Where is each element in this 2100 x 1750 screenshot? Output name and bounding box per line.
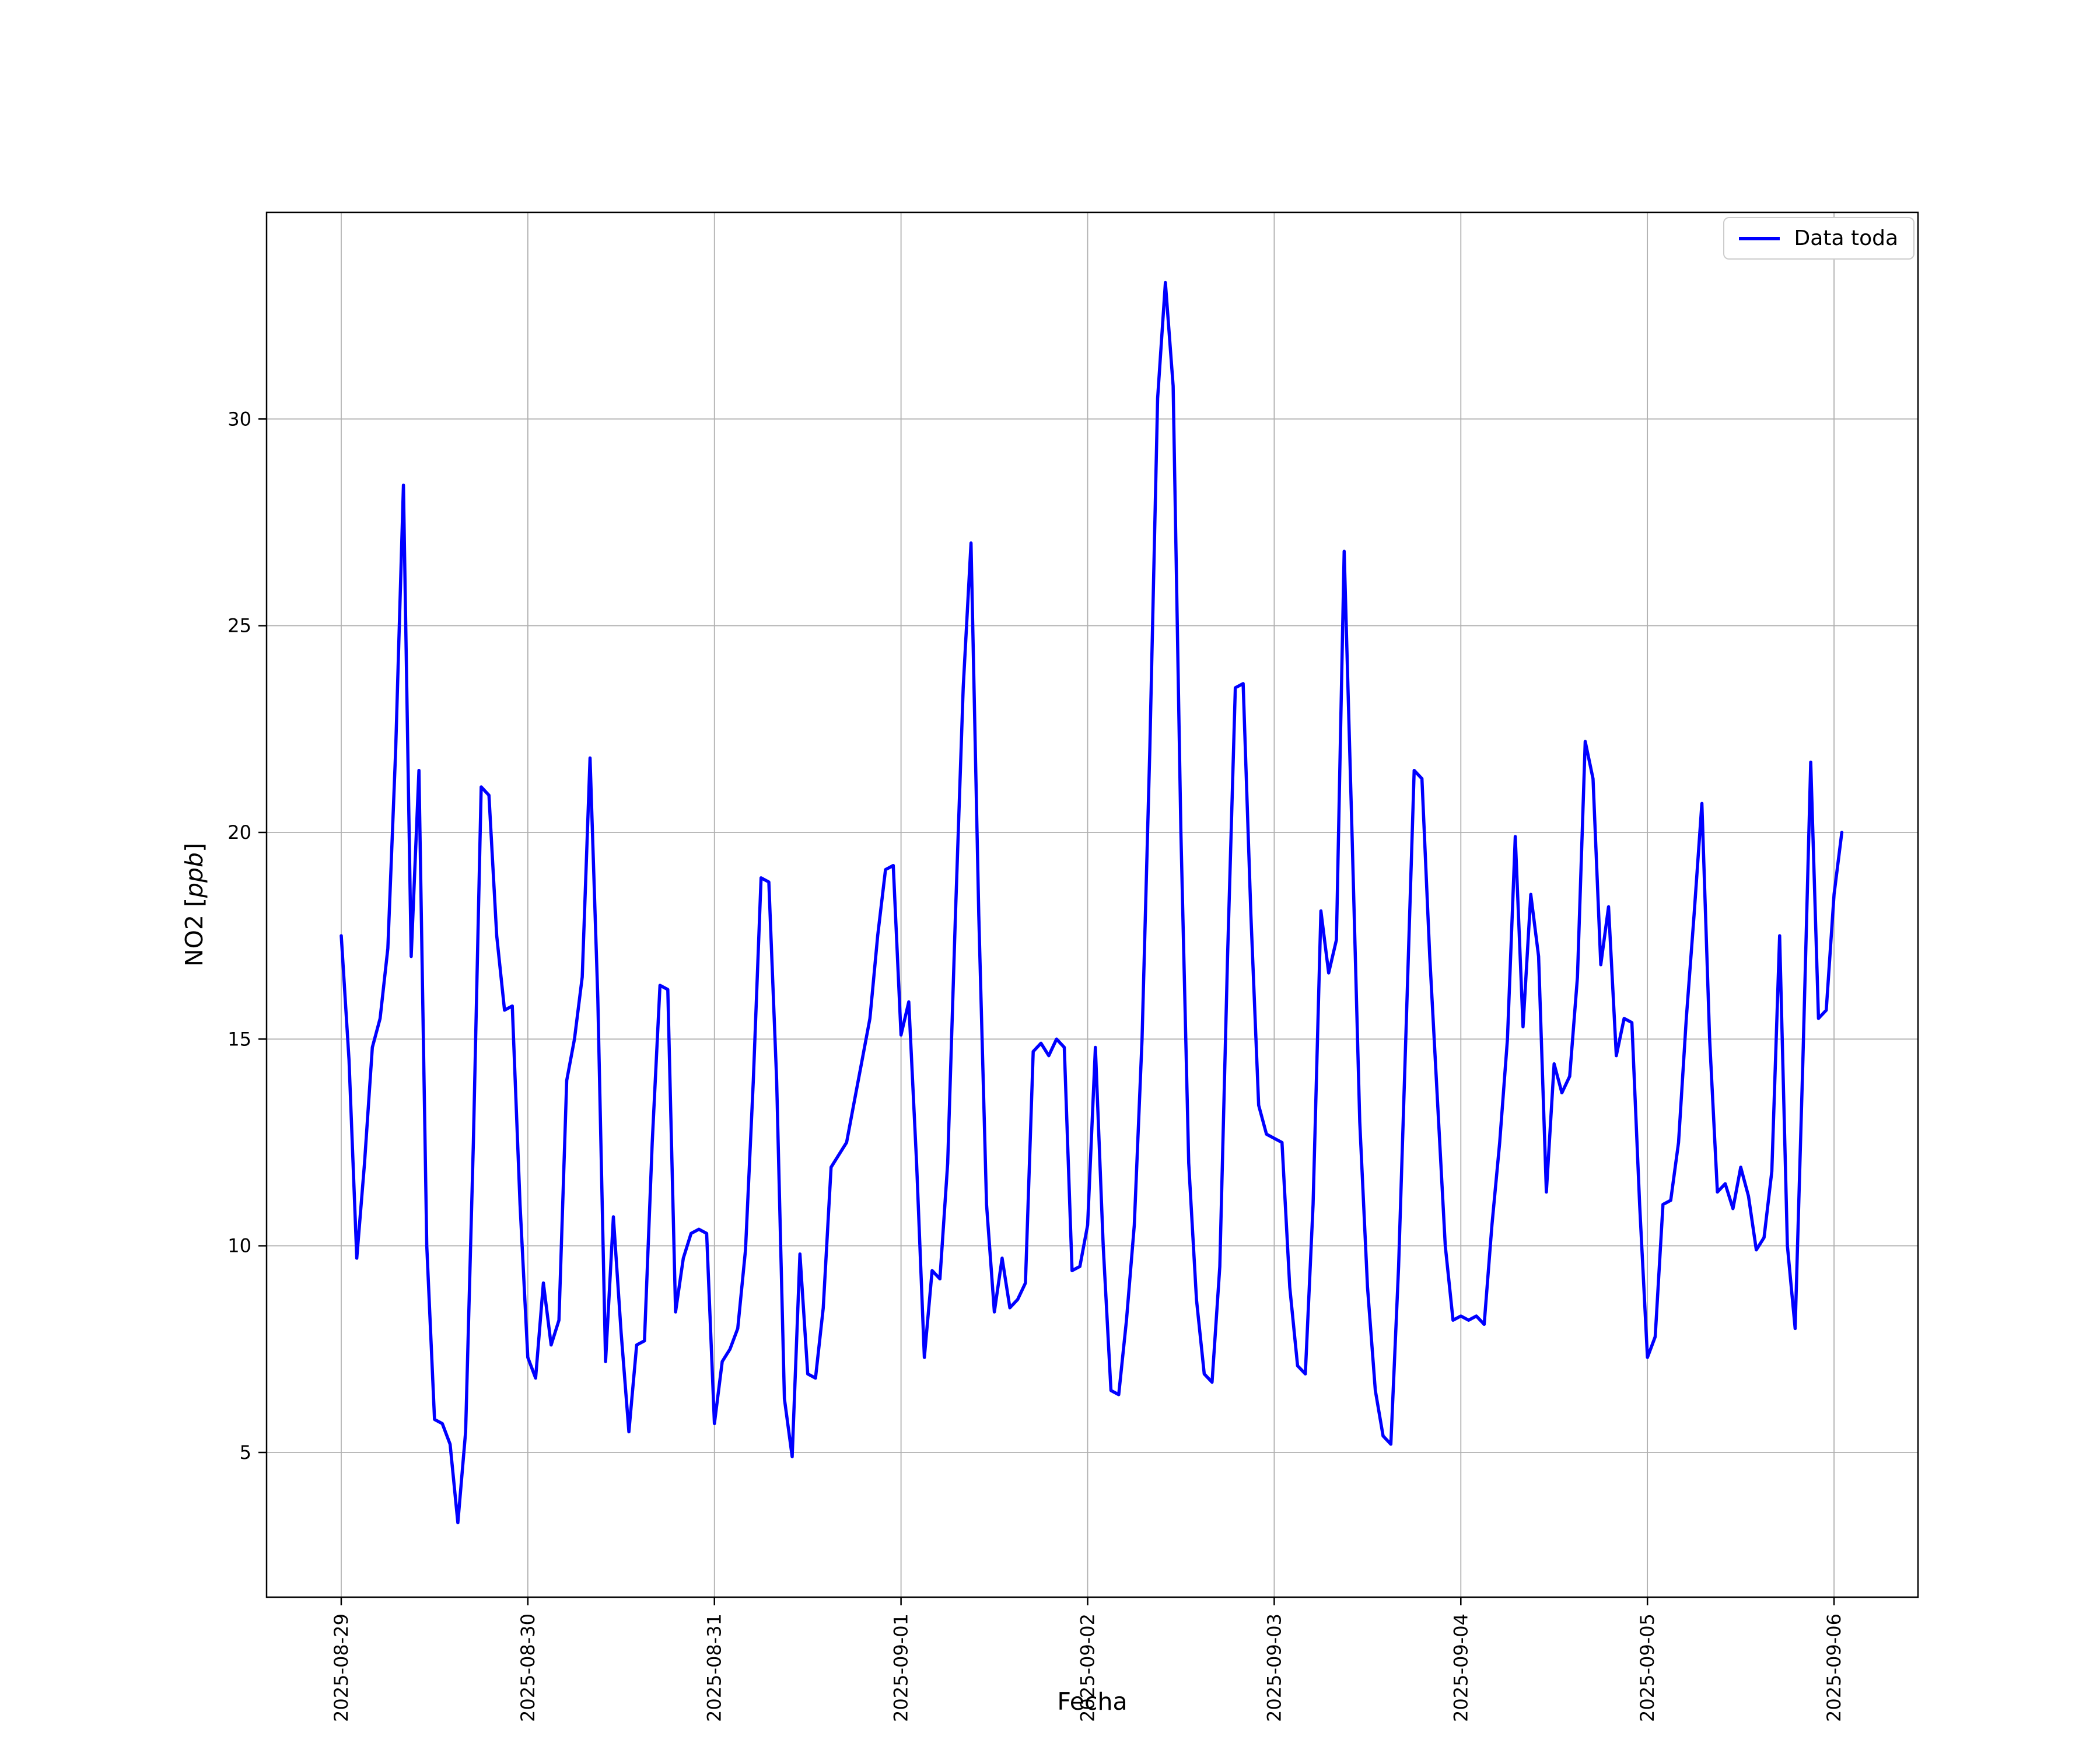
y-axis-label-units: ppb [180,852,208,898]
y-tick-label: 15 [228,1028,251,1050]
y-tick-label: 30 [228,408,251,430]
data-line [340,281,1844,1525]
x-tick-label: 2025-09-05 [1636,1614,1658,1722]
y-tick-label: 5 [240,1441,251,1464]
x-tick-label: 2025-08-29 [330,1614,352,1722]
x-tick-label: 2025-09-03 [1263,1614,1285,1722]
axes-frame [265,211,1919,1598]
y-axis-label: NO2 [ppb] [180,843,208,967]
x-tick-label: 2025-09-02 [1077,1614,1099,1722]
x-tick-label: 2025-09-04 [1450,1614,1472,1722]
legend-label: Data toda [1794,226,1898,250]
x-tick-label: 2025-09-06 [1823,1614,1845,1722]
x-tick-label: 2025-09-01 [890,1614,912,1722]
x-tick-label: 2025-08-30 [517,1614,539,1722]
x-axis-label: Fecha [1057,1688,1128,1716]
legend-line-sample [1738,236,1780,240]
y-axis-label-prefix: NO2 [ [180,898,208,967]
x-tick-label: 2025-08-31 [704,1614,726,1722]
y-tick-label: 20 [228,821,251,844]
y-axis-label-suffix: ] [180,842,208,852]
legend: Data toda [1723,217,1915,260]
y-tick-label: 10 [228,1235,251,1257]
y-tick-label: 25 [228,615,251,637]
